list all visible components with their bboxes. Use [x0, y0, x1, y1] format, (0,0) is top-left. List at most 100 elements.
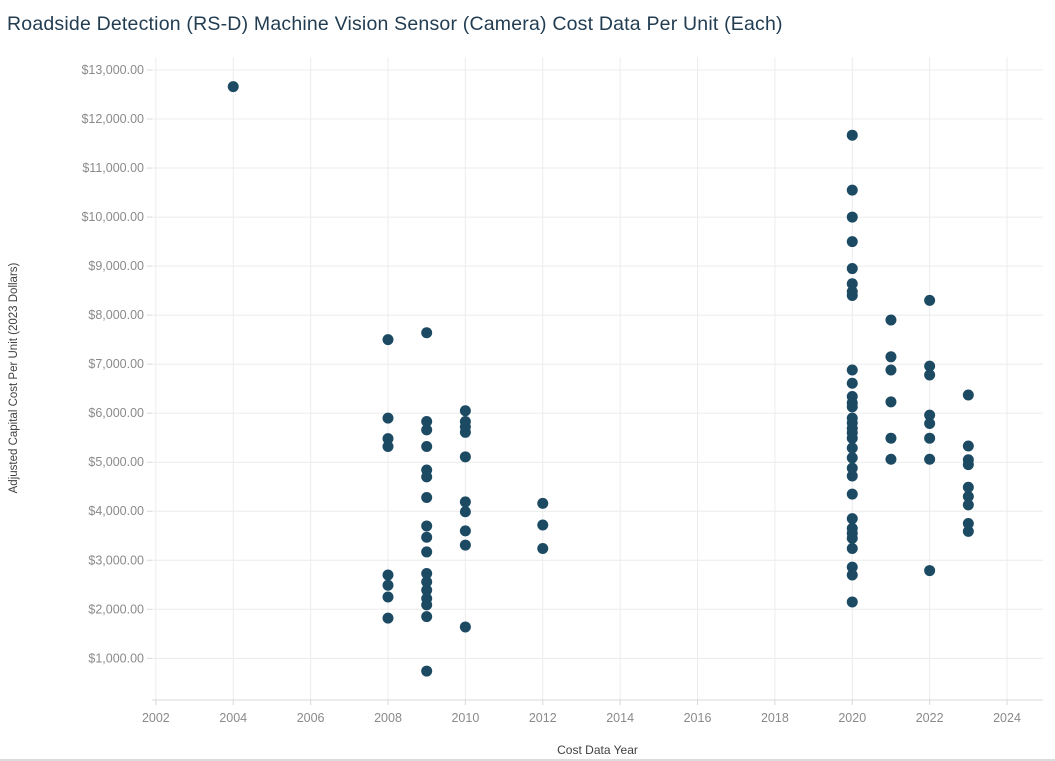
data-point[interactable] — [846, 263, 858, 275]
data-point[interactable] — [537, 519, 549, 531]
data-point[interactable] — [382, 579, 394, 591]
data-point[interactable] — [924, 409, 936, 421]
data-point[interactable] — [382, 612, 394, 624]
data-point[interactable] — [846, 470, 858, 482]
y-tick-label: $3,000.00 — [88, 553, 144, 567]
data-point[interactable] — [924, 432, 936, 444]
data-point[interactable] — [846, 377, 858, 389]
data-point[interactable] — [846, 513, 858, 525]
data-point[interactable] — [421, 492, 433, 504]
y-tick-label: $9,000.00 — [88, 259, 144, 273]
data-point[interactable] — [846, 442, 858, 454]
data-point[interactable] — [885, 364, 897, 376]
data-point[interactable] — [962, 499, 974, 511]
data-point[interactable] — [846, 543, 858, 555]
data-point[interactable] — [962, 389, 974, 401]
data-point[interactable] — [459, 621, 471, 633]
data-point[interactable] — [421, 568, 433, 580]
x-tick-label: 2024 — [993, 711, 1021, 725]
data-point[interactable] — [421, 611, 433, 623]
data-point[interactable] — [924, 294, 936, 306]
data-point[interactable] — [459, 496, 471, 508]
x-tick-label: 2002 — [142, 711, 170, 725]
chart-title: Roadside Detection (RS-D) Machine Vision… — [7, 13, 783, 35]
y-tick-label: $4,000.00 — [88, 504, 144, 518]
data-point[interactable] — [421, 520, 433, 532]
data-point[interactable] — [459, 426, 471, 438]
data-point[interactable] — [924, 453, 936, 465]
y-tick-label: $13,000.00 — [81, 63, 144, 77]
x-tick-label: 2004 — [219, 711, 247, 725]
data-point[interactable] — [459, 506, 471, 518]
data-point[interactable] — [459, 405, 471, 417]
data-point[interactable] — [846, 236, 858, 248]
data-point[interactable] — [459, 451, 471, 463]
data-point[interactable] — [421, 599, 433, 611]
data-point[interactable] — [421, 416, 433, 428]
data-point[interactable] — [885, 453, 897, 465]
data-point[interactable] — [421, 531, 433, 543]
y-tick-label: $7,000.00 — [88, 357, 144, 371]
data-point[interactable] — [846, 532, 858, 544]
data-point[interactable] — [846, 211, 858, 223]
data-point[interactable] — [846, 596, 858, 608]
data-point[interactable] — [421, 576, 433, 588]
data-point[interactable] — [421, 441, 433, 453]
y-tick-label: $11,000.00 — [82, 161, 144, 175]
data-point[interactable] — [962, 525, 974, 537]
data-point[interactable] — [846, 401, 858, 413]
y-tick-label: $10,000.00 — [81, 210, 144, 224]
data-point[interactable] — [421, 584, 433, 596]
x-tick-label: 2008 — [374, 711, 402, 725]
data-point[interactable] — [421, 471, 433, 483]
data-point[interactable] — [924, 565, 936, 577]
data-point[interactable] — [846, 364, 858, 376]
y-tick-label: $1,000.00 — [88, 651, 144, 665]
data-point[interactable] — [846, 462, 858, 474]
data-point[interactable] — [846, 290, 858, 302]
data-point[interactable] — [846, 129, 858, 141]
data-point[interactable] — [846, 569, 858, 581]
data-point[interactable] — [537, 543, 549, 555]
data-point[interactable] — [885, 396, 897, 408]
data-point[interactable] — [382, 412, 394, 424]
data-point[interactable] — [846, 278, 858, 290]
data-point[interactable] — [924, 369, 936, 381]
data-point[interactable] — [846, 184, 858, 196]
data-point[interactable] — [382, 569, 394, 581]
data-point[interactable] — [421, 665, 433, 677]
data-point[interactable] — [421, 424, 433, 436]
x-tick-label: 2020 — [838, 711, 866, 725]
data-point[interactable] — [962, 440, 974, 452]
data-point[interactable] — [382, 433, 394, 445]
data-point[interactable] — [382, 441, 394, 453]
data-point[interactable] — [924, 360, 936, 372]
data-point[interactable] — [885, 432, 897, 444]
y-tick-label: $12,000.00 — [81, 112, 144, 126]
data-point[interactable] — [459, 539, 471, 551]
data-point[interactable] — [846, 561, 858, 573]
y-tick-label: $5,000.00 — [88, 455, 144, 469]
data-point[interactable] — [459, 525, 471, 537]
data-point[interactable] — [846, 452, 858, 464]
data-point[interactable] — [962, 481, 974, 493]
data-point[interactable] — [885, 351, 897, 363]
data-point[interactable] — [382, 591, 394, 603]
data-point[interactable] — [227, 81, 239, 93]
x-tick-label: 2022 — [916, 711, 944, 725]
y-tick-label: $8,000.00 — [88, 308, 144, 322]
data-point[interactable] — [846, 488, 858, 500]
data-point[interactable] — [962, 491, 974, 503]
data-point[interactable] — [421, 546, 433, 558]
data-point[interactable] — [885, 314, 897, 326]
x-tick-label: 2010 — [451, 711, 479, 725]
data-point[interactable] — [924, 417, 936, 429]
data-point[interactable] — [537, 497, 549, 509]
data-point[interactable] — [962, 459, 974, 471]
data-point[interactable] — [962, 517, 974, 529]
data-point[interactable] — [382, 334, 394, 346]
data-point[interactable] — [846, 432, 858, 444]
data-point[interactable] — [421, 327, 433, 339]
